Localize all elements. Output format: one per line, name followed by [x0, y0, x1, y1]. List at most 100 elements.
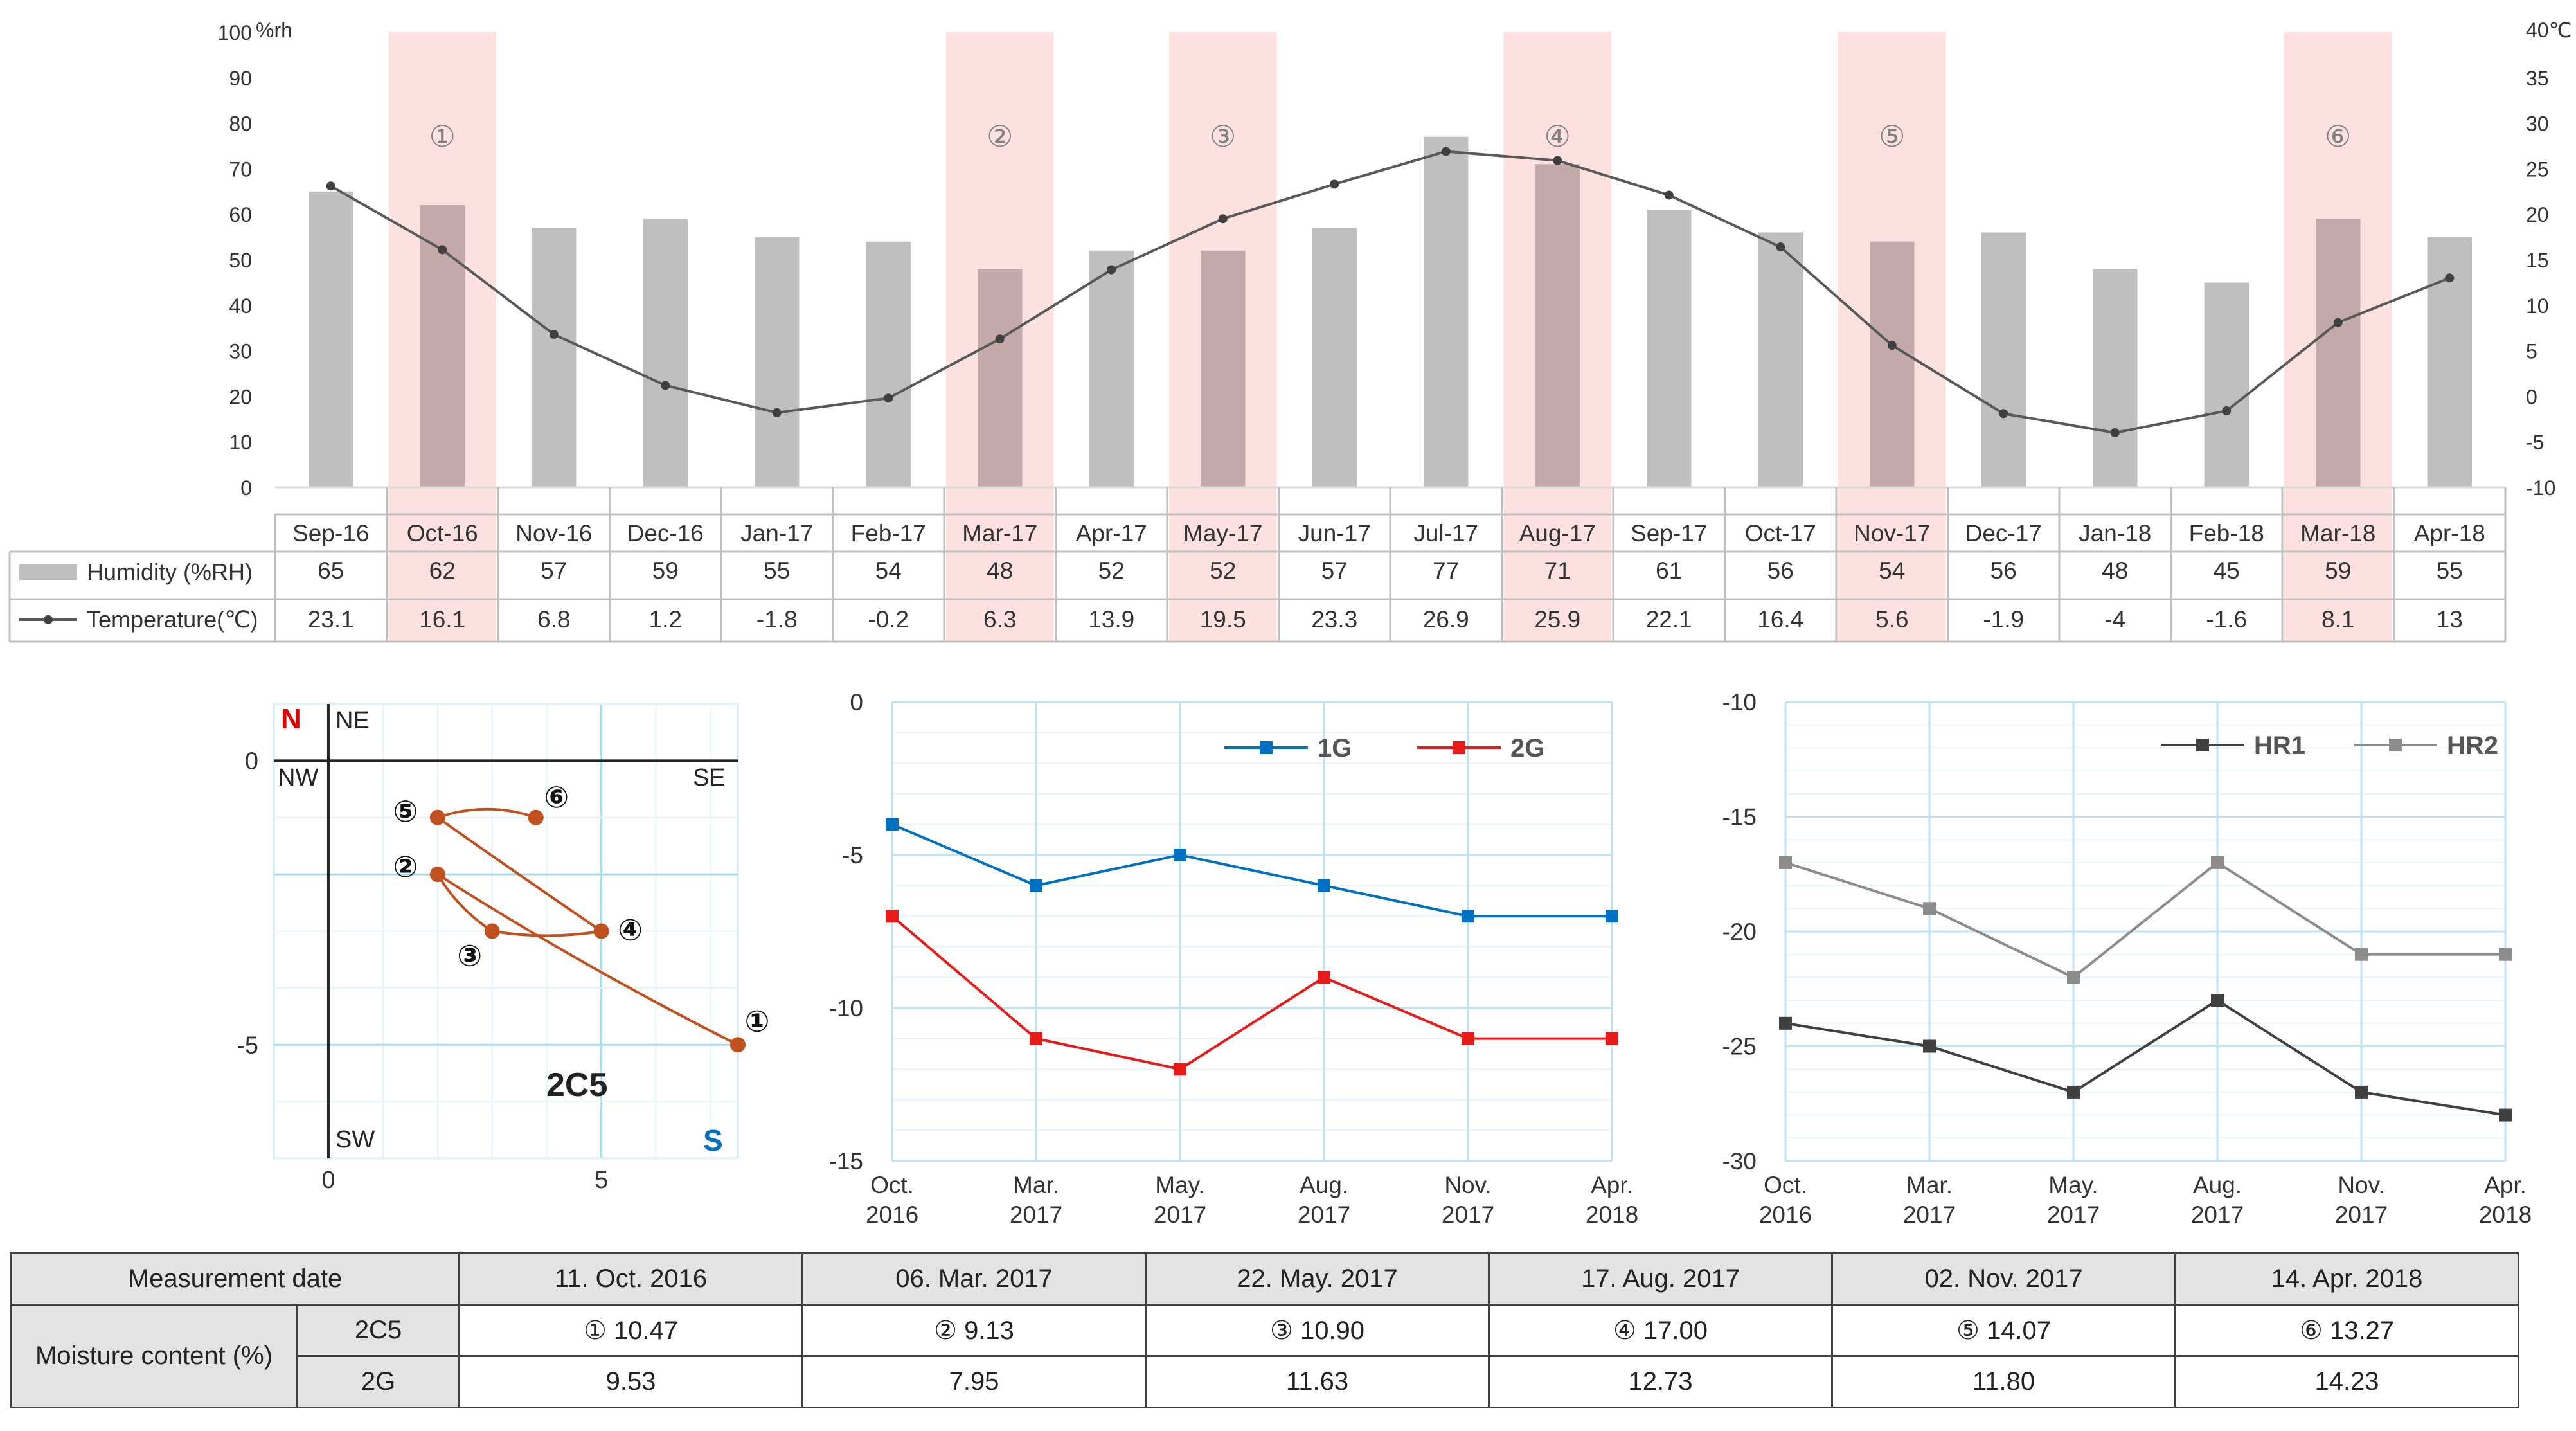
y-tick: -15	[1722, 804, 1757, 831]
humidity-value: 62	[429, 557, 456, 584]
temperature-tick: 20	[2526, 203, 2549, 226]
series-point-1g	[1030, 879, 1042, 892]
legend-marker	[1453, 741, 1465, 754]
temperature-value: 19.5	[1200, 606, 1246, 633]
temperature-point	[1553, 156, 1562, 165]
value-cell: 9.53	[458, 1355, 804, 1408]
humidity-value: 59	[2325, 557, 2351, 584]
series-point-2g	[1318, 971, 1330, 984]
legend-marker	[1260, 741, 1273, 754]
humidity-bar	[1981, 232, 2026, 487]
point-label: ②	[393, 850, 418, 883]
month-label: Dec-16	[627, 520, 704, 546]
series-point-hr1	[2067, 1085, 2080, 1099]
month-label: Oct-16	[407, 520, 478, 546]
value-cell: ④ 17.00	[1488, 1304, 1834, 1357]
temperature-point	[1441, 147, 1451, 156]
north-label: N	[281, 703, 301, 735]
value-cell: ⑥ 13.27	[2174, 1304, 2520, 1357]
temperature-point	[1776, 242, 1785, 252]
series-point-hr1	[2355, 1085, 2368, 1099]
humidity-bar	[978, 269, 1023, 487]
series-point-hr2	[2067, 971, 2080, 984]
southeast-label: SE	[693, 764, 726, 791]
scatter-point	[730, 1037, 746, 1053]
temperature-value: 13	[2437, 606, 2463, 633]
temperature-value: 25.9	[1534, 606, 1580, 633]
humidity-unit: %rh	[256, 19, 292, 42]
humidity-bar	[755, 237, 800, 487]
period-marker: ④	[1544, 120, 1571, 153]
date-cell: 17. Aug. 2017	[1488, 1252, 1834, 1306]
series-point-2g	[886, 910, 899, 923]
humidity-bar	[532, 228, 577, 487]
legend-label: HR2	[2447, 732, 2498, 760]
value-cell: 12.73	[1488, 1355, 1834, 1408]
temperature-value: 6.8	[537, 606, 570, 633]
temperature-point	[1887, 341, 1897, 350]
x-tick-year: 2017	[2191, 1202, 2244, 1228]
series-point-hr1	[1923, 1040, 1936, 1053]
series-point-hr2	[2355, 948, 2368, 961]
humidity-bar	[1089, 250, 1134, 487]
humidity-tick: 60	[229, 203, 252, 226]
month-label: Sep-17	[1631, 520, 1707, 546]
humidity-value: 55	[764, 557, 790, 584]
x-tick-year: 2016	[866, 1202, 918, 1228]
temperature-line	[330, 150, 2450, 435]
x-tick: Mar.	[1013, 1172, 1059, 1198]
humidity-tick: 0	[240, 476, 252, 500]
scatter-point	[429, 867, 445, 883]
compass-title: 2C5	[546, 1066, 607, 1104]
y-tick: -30	[1722, 1148, 1757, 1174]
x-tick-year: 2018	[2479, 1202, 2532, 1228]
scatter-point	[528, 809, 544, 825]
series-point-1g	[1174, 849, 1186, 861]
humidity-tick: 100	[218, 21, 252, 44]
humidity-value: 57	[541, 557, 567, 584]
x-tick: Aug.	[1300, 1172, 1348, 1198]
humidity-value: 48	[987, 557, 1013, 584]
humidity-value: 52	[1098, 557, 1125, 584]
series-point-1g	[1606, 910, 1618, 923]
measurement-date-label: Measurement date	[9, 1252, 461, 1306]
temperature-value: 5.6	[1875, 606, 1908, 633]
month-label: Jun-17	[1298, 520, 1371, 546]
trajectory-segment	[436, 874, 493, 933]
temperature-tick: 30	[2526, 113, 2549, 136]
period-marker: ①	[429, 120, 456, 153]
humidity-tick: 40	[229, 294, 252, 318]
humidity-bar	[2204, 282, 2249, 487]
temperature-tick: -10	[2526, 476, 2555, 500]
humidity-value: 71	[1544, 557, 1571, 584]
scatter-point	[429, 809, 445, 825]
x-tick: May.	[1155, 1172, 1204, 1198]
series-point-2g	[1030, 1032, 1042, 1045]
trajectory-segment	[437, 807, 537, 819]
x-tick: Apr.	[2484, 1172, 2527, 1198]
x-tick: Nov.	[2338, 1172, 2384, 1198]
x-tick: Apr.	[1591, 1172, 1633, 1198]
row-label-2c5: 2C5	[296, 1304, 461, 1357]
temperature-point	[1999, 409, 2008, 419]
humidity-tick: 10	[229, 431, 252, 454]
humidity-value: 56	[1990, 557, 2017, 584]
month-label: Oct-17	[1745, 520, 1816, 546]
humidity-legend-key	[19, 564, 77, 580]
temperature-value: 8.1	[2321, 606, 2354, 633]
x-tick-year: 2017	[2047, 1202, 2100, 1228]
month-label: Sep-16	[292, 520, 369, 546]
temperature-legend-label: Temperature(℃)	[87, 606, 258, 633]
x-tick: 0	[321, 1167, 335, 1194]
temperature-legend-marker	[44, 615, 53, 624]
temperature-value: 26.9	[1423, 606, 1469, 633]
month-label: Dec-17	[1965, 520, 2042, 546]
month-label: Jan-17	[740, 520, 813, 546]
point-label: ④	[618, 914, 643, 947]
month-label: Apr-18	[2414, 520, 2485, 546]
temperature-value: 22.1	[1646, 606, 1692, 633]
humidity-value: 54	[1879, 557, 1905, 584]
humidity-bar	[1201, 250, 1246, 487]
temperature-value: 23.1	[308, 606, 354, 633]
humidity-value: 57	[1321, 557, 1348, 584]
